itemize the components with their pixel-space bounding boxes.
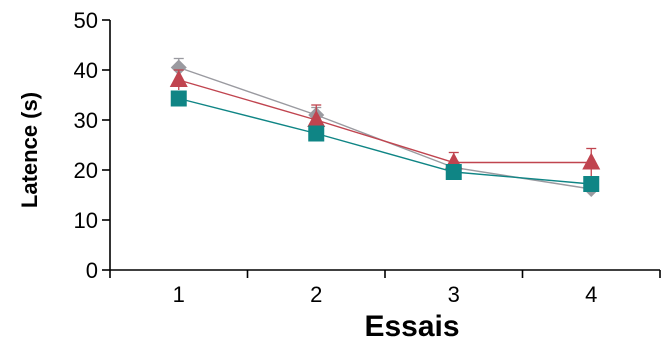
y-tick-label: 0: [86, 258, 98, 283]
y-tick-label: 30: [74, 108, 98, 133]
x-tick-label: 1: [173, 282, 185, 307]
series-line: [178, 97, 592, 185]
x-axis-title: Essais: [364, 310, 459, 340]
x-tick-label: 2: [310, 282, 322, 307]
data-point-triangle: [307, 110, 326, 127]
x-ticks: 1 2 3 4: [109, 270, 661, 307]
series-line: [178, 66, 592, 190]
y-ticks: 0 10 20 30 40 50: [74, 8, 110, 283]
data-point-square: [445, 164, 462, 180]
y-tick-label: 40: [74, 58, 98, 83]
data-point-triangle: [582, 152, 601, 170]
y-axis-title: Latence (s): [17, 92, 42, 208]
series-square: [170, 90, 600, 192]
data-point-square: [583, 176, 600, 192]
series-diamond: [170, 57, 600, 197]
series-layer: [169, 57, 601, 197]
x-tick-label: 4: [585, 282, 597, 307]
y-tick-label: 50: [74, 8, 98, 33]
axes: [109, 20, 660, 271]
y-tick-label: 10: [74, 208, 98, 233]
x-tick-label: 3: [448, 282, 460, 307]
data-point-square: [308, 125, 325, 142]
series-line: [178, 79, 592, 164]
y-tick-label: 20: [74, 158, 98, 183]
data-point-diamond: [170, 59, 187, 76]
data-point-triangle: [169, 70, 188, 87]
data-point-square: [170, 90, 187, 107]
